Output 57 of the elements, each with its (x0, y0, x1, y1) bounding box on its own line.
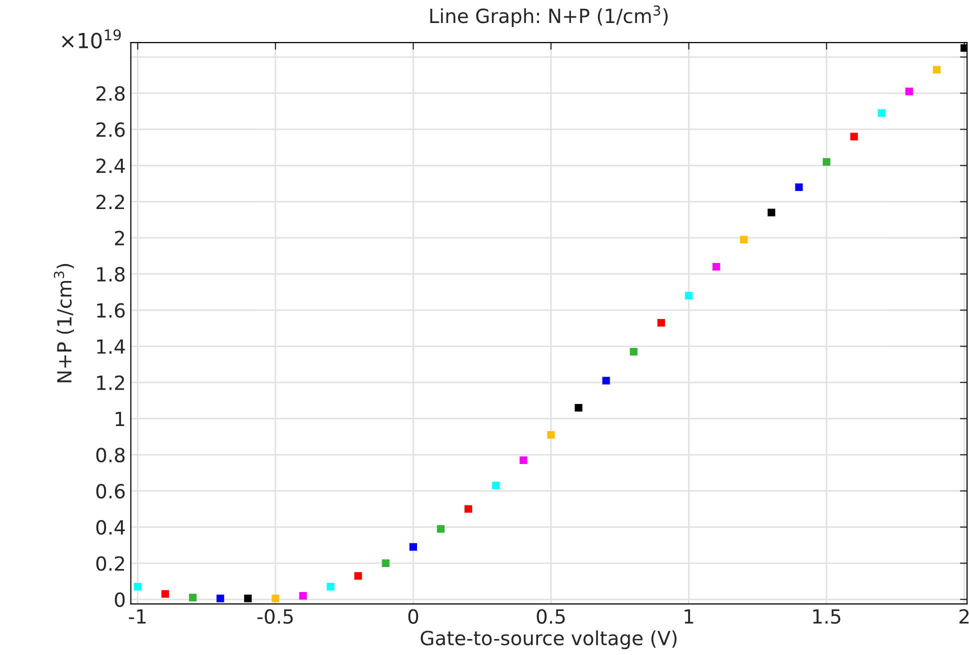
point (768, 208, 776, 216)
point (795, 183, 803, 192)
y-tick-label: 2.2 (96, 194, 124, 210)
point (134, 582, 142, 591)
point (354, 572, 362, 580)
text: ×10$^{19}$ (62, 29, 121, 48)
y-tick-label: 1.2 (97, 375, 124, 390)
point (326, 582, 334, 591)
y-tick-label: 1.8 (97, 266, 125, 282)
x-tick-label: 1 (684, 609, 694, 624)
y-tick-label: 2 (115, 230, 124, 246)
y-tick-label: 0.2 (96, 556, 124, 571)
x-tick-label: 0 (408, 609, 418, 624)
point (657, 318, 666, 327)
y-tick-label: 1.6 (97, 303, 125, 318)
x-tick-label: 1.5 (813, 609, 840, 624)
y-tick-label: 0.4 (96, 520, 125, 535)
point (822, 158, 830, 166)
point (905, 88, 914, 96)
point (740, 236, 748, 244)
x-axis-title: Gate-to-source voltage (V) (420, 630, 677, 650)
point (684, 292, 693, 300)
y-tick-label: 0 (114, 592, 125, 608)
point (547, 431, 555, 439)
y-tick-label: 2.8 (96, 86, 125, 101)
y-tick-label: 1 (116, 412, 124, 426)
x-tick-label: -1 (128, 609, 146, 624)
point (712, 262, 720, 271)
point (464, 505, 472, 513)
x-tick-label: 2 (960, 609, 969, 624)
x-tick-label: -0.5 (257, 609, 293, 624)
y-tick-label: 2.4 (96, 158, 125, 173)
point (602, 376, 610, 384)
point (299, 592, 307, 600)
y-tick-label: 0.6 (96, 484, 125, 499)
y-tick-label: 2.6 (96, 122, 125, 138)
chart-title: Line Graph: N+P (1/cm$^{3}$) (430, 5, 668, 28)
x-tick-label: 0.5 (536, 609, 565, 624)
point (216, 594, 224, 602)
point (960, 44, 968, 52)
y-tick-label: 1.4 (97, 340, 125, 354)
point (878, 109, 886, 117)
point (161, 590, 170, 598)
y-tick-label: 0.8 (96, 448, 125, 462)
point (436, 525, 445, 533)
point (850, 132, 858, 140)
y-axis-title: N+P (1/cm$^{3}$) (54, 264, 74, 382)
point (272, 594, 280, 602)
point (409, 543, 418, 551)
point (574, 404, 582, 412)
point (520, 456, 528, 464)
point (932, 66, 941, 74)
point (382, 559, 390, 568)
point (244, 594, 252, 602)
point (189, 594, 197, 602)
point (630, 348, 638, 356)
point (492, 482, 500, 490)
